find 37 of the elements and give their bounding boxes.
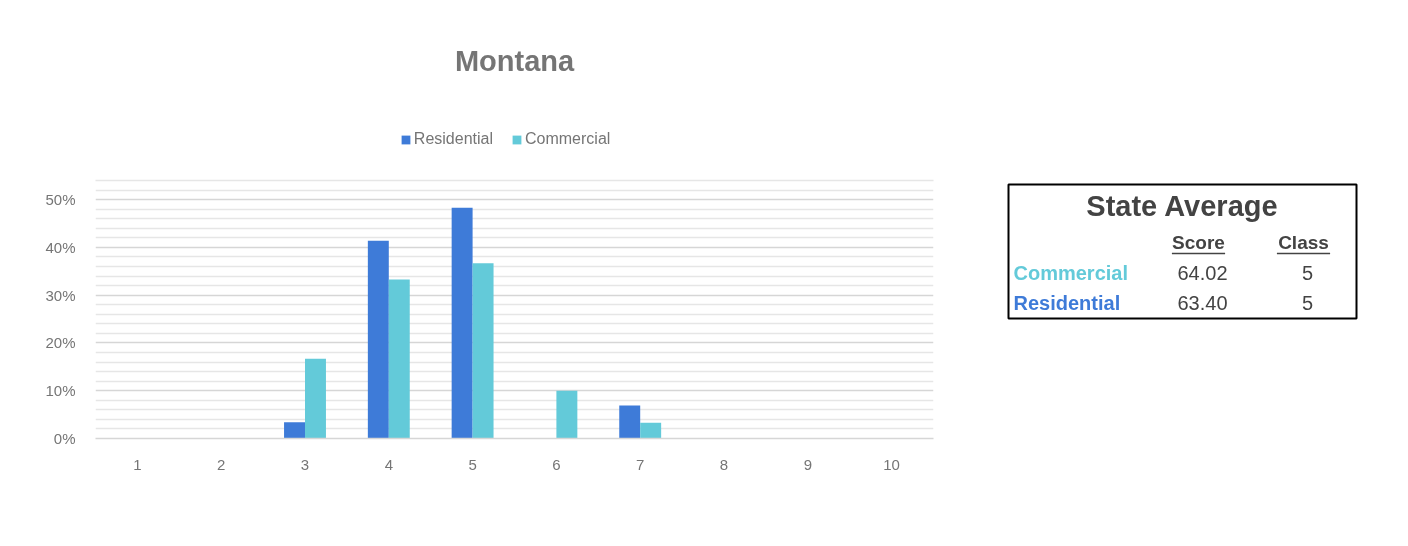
x-tick-label: 4 bbox=[384, 455, 393, 473]
x-tick-label: 5 bbox=[468, 455, 477, 473]
x-tick-label: 2 bbox=[217, 455, 226, 473]
x-tick-label: 10 bbox=[883, 455, 900, 473]
bar bbox=[284, 422, 305, 439]
y-tick-label: 50% bbox=[45, 191, 76, 209]
chart-title: Montana bbox=[454, 44, 575, 77]
x-tick-label: 1 bbox=[133, 455, 142, 473]
data-label: 64.02 bbox=[1177, 261, 1228, 284]
y-tick-label: 30% bbox=[45, 286, 76, 304]
bar bbox=[640, 422, 662, 439]
x-tick-label: 8 bbox=[719, 455, 729, 473]
bar bbox=[556, 390, 578, 439]
x-tick-label: 7 bbox=[636, 455, 645, 473]
x-tick-label: 9 bbox=[803, 455, 812, 473]
legend-label: Commercial bbox=[525, 130, 611, 148]
legend-label: Residential bbox=[413, 130, 493, 148]
y-tick-label: 20% bbox=[45, 334, 76, 352]
text: State Average bbox=[1086, 189, 1278, 222]
legend-label: Residential bbox=[1013, 291, 1121, 314]
data-label: 5 bbox=[1301, 261, 1314, 284]
bar bbox=[367, 240, 389, 439]
x-tick-label: 3 bbox=[300, 455, 310, 473]
bar bbox=[388, 279, 410, 439]
bar bbox=[619, 405, 641, 439]
data-label: 63.40 bbox=[1177, 291, 1228, 314]
bar bbox=[472, 263, 494, 439]
bar bbox=[305, 358, 326, 439]
data-label: 5 bbox=[1301, 291, 1314, 314]
x-tick-label: 6 bbox=[552, 455, 561, 473]
y-tick-label: 40% bbox=[45, 238, 76, 256]
category-label: Class bbox=[1278, 232, 1329, 253]
legend-label: Commercial bbox=[1013, 261, 1128, 284]
y-tick-label: 0% bbox=[53, 430, 76, 447]
y-tick-label: 10% bbox=[45, 382, 76, 400]
bar bbox=[451, 207, 473, 439]
category-label: Score bbox=[1172, 232, 1225, 253]
